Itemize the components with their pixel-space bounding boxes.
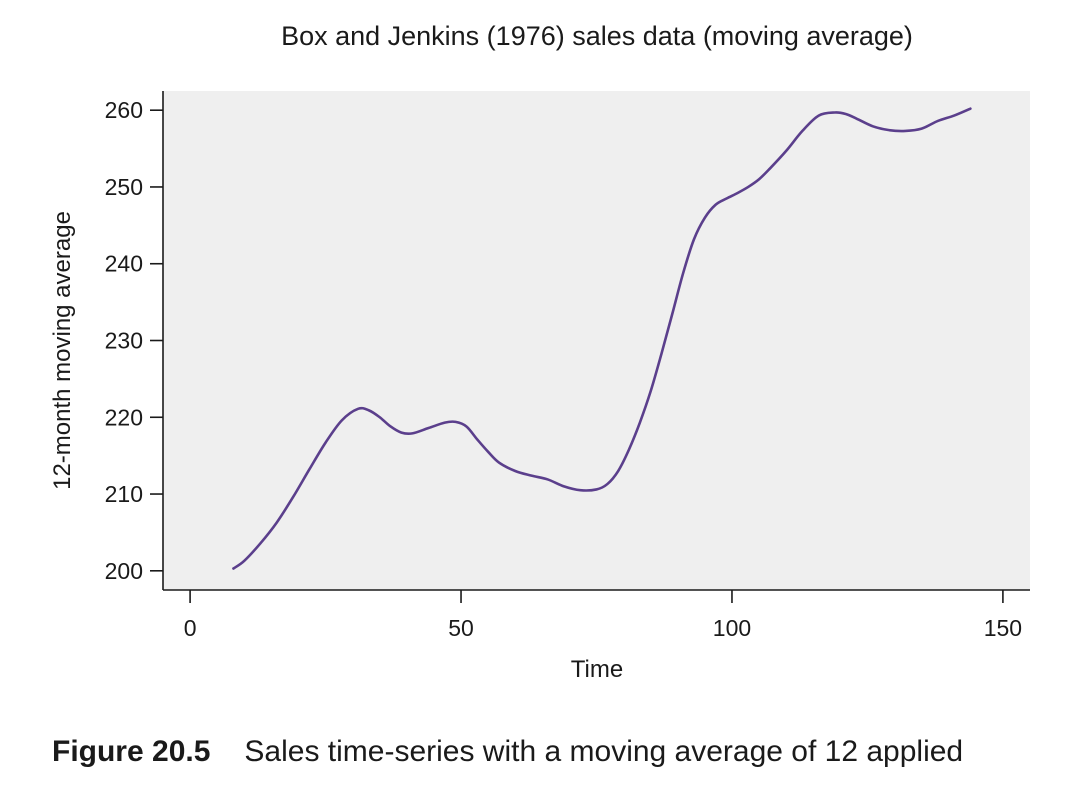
x-tick-label: 150 — [984, 615, 1022, 641]
figure-caption: Figure 20.5 Sales time-series with a movi… — [52, 735, 963, 769]
y-tick-label: 210 — [105, 481, 143, 507]
y-tick-label: 250 — [105, 174, 143, 200]
plot-background — [163, 91, 1030, 590]
x-tick-label: 0 — [184, 615, 197, 641]
y-tick-label: 230 — [105, 328, 143, 354]
y-tick-label: 260 — [105, 97, 143, 123]
y-tick-label: 220 — [105, 404, 143, 430]
chart: 0 50 100 150 200 210 220 230 240 250 260 Box and J… — [49, 21, 1030, 683]
ticks-layer: 0 50 100 150 200 210 220 230 240 250 260 — [105, 97, 1022, 641]
y-tick-label: 200 — [105, 558, 143, 584]
figure-label: Figure 20.5 — [52, 735, 211, 768]
x-tick-label: 100 — [713, 615, 751, 641]
y-axis-label: 12-month moving average — [49, 211, 76, 490]
chart-title: Box and Jenkins (1976) sales data (movin… — [281, 21, 913, 51]
y-tick-label: 240 — [105, 251, 143, 277]
x-axis-label: Time — [571, 656, 623, 683]
series-line — [232, 107, 972, 570]
figure-caption-text: Sales time-series with a moving average … — [244, 735, 964, 768]
x-tick-label: 50 — [448, 615, 474, 641]
